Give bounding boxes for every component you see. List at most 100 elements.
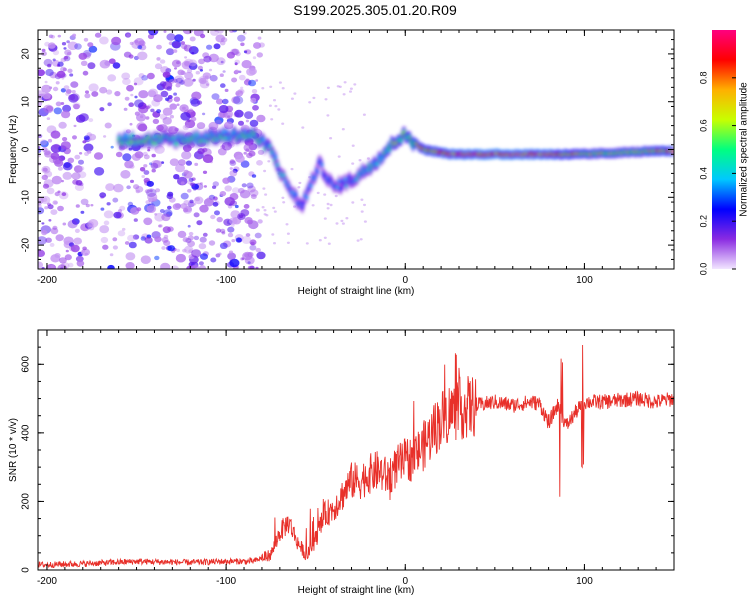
noise-speckle xyxy=(91,91,99,97)
noise-speckle xyxy=(136,122,147,131)
noise-speckle xyxy=(104,122,112,129)
noise-speckle xyxy=(150,162,159,170)
noise-speckle xyxy=(343,81,347,84)
noise-speckle xyxy=(166,33,176,41)
noise-speckle xyxy=(251,89,258,94)
noise-speckle xyxy=(78,159,84,165)
noise-speckle xyxy=(176,103,180,107)
noise-speckle xyxy=(184,61,190,66)
noise-speckle xyxy=(255,208,260,212)
noise-speckle xyxy=(85,90,89,94)
noise-speckle xyxy=(249,119,259,127)
noise-speckle xyxy=(215,119,222,126)
noise-speckle xyxy=(71,90,76,94)
noise-speckle xyxy=(65,91,70,96)
noise-speckle xyxy=(103,210,114,219)
noise-speckle xyxy=(138,90,149,99)
noise-speckle xyxy=(99,59,111,69)
noise-speckle xyxy=(177,230,187,238)
noise-speckle xyxy=(67,220,78,229)
noise-speckle xyxy=(190,182,196,187)
noise-speckle xyxy=(67,157,75,164)
noise-speckle xyxy=(237,187,245,194)
noise-speckle xyxy=(250,97,257,103)
noise-speckle xyxy=(63,85,70,90)
noise-speckle xyxy=(88,45,98,53)
noise-speckle xyxy=(341,222,345,225)
noise-speckle xyxy=(40,196,51,204)
noise-speckle xyxy=(52,58,56,62)
noise-speckle xyxy=(222,177,230,184)
noise-speckle xyxy=(134,99,144,108)
y-tick-label: 20 xyxy=(21,48,32,60)
noise-speckle xyxy=(49,242,55,247)
y-tick-label: 400 xyxy=(21,424,32,441)
noise-speckle xyxy=(86,150,92,154)
noise-speckle xyxy=(184,124,190,129)
noise-speckle xyxy=(67,262,74,268)
noise-speckle xyxy=(154,255,160,261)
noise-speckle xyxy=(156,44,162,50)
noise-speckle xyxy=(56,70,66,78)
noise-speckle xyxy=(115,151,123,158)
noise-speckle xyxy=(202,170,208,174)
noise-speckle xyxy=(61,192,67,197)
noise-speckle xyxy=(244,111,254,119)
noise-speckle xyxy=(193,188,197,191)
noise-speckle xyxy=(326,86,330,90)
noise-speckle xyxy=(338,85,342,89)
noise-speckle xyxy=(70,93,80,102)
noise-speckle xyxy=(38,249,45,257)
noise-speckle xyxy=(66,51,72,56)
noise-speckle xyxy=(57,34,61,38)
noise-speckle xyxy=(335,222,339,225)
noise-speckle xyxy=(146,188,157,197)
spectral-ridge xyxy=(116,125,674,214)
noise-speckle xyxy=(129,41,134,46)
noise-speckle xyxy=(124,160,134,169)
noise-speckle xyxy=(74,154,81,160)
noise-speckle xyxy=(215,253,221,258)
spectrogram-heatmap xyxy=(38,30,674,269)
colorbar-tick-label: 0.4 xyxy=(698,167,708,180)
noise-speckle xyxy=(130,93,134,97)
noise-speckle xyxy=(191,264,199,269)
noise-speckle xyxy=(165,97,170,101)
noise-speckle xyxy=(252,105,259,111)
spectrogram-xlabel: Height of straight line (km) xyxy=(298,286,415,297)
noise-speckle xyxy=(65,89,72,94)
noise-speckle xyxy=(254,232,262,239)
noise-speckle xyxy=(151,153,156,158)
noise-speckle xyxy=(144,189,150,194)
noise-speckle xyxy=(324,98,328,101)
noise-speckle xyxy=(146,180,154,187)
noise-speckle xyxy=(192,202,197,206)
noise-speckle xyxy=(183,169,189,175)
noise-speckle xyxy=(94,167,105,176)
noise-speckle xyxy=(57,190,61,194)
noise-speckle xyxy=(57,61,64,67)
noise-speckle xyxy=(203,198,214,207)
noise-speckle xyxy=(87,42,94,48)
noise-speckle xyxy=(235,237,242,243)
noise-speckle xyxy=(78,113,89,122)
noise-speckle xyxy=(191,51,195,55)
noise-speckle xyxy=(326,202,330,206)
noise-speckle xyxy=(169,103,177,110)
noise-speckle xyxy=(340,219,344,223)
noise-speckle xyxy=(366,157,370,160)
noise-speckle xyxy=(214,210,220,216)
noise-speckle xyxy=(149,189,153,193)
noise-speckle xyxy=(93,152,104,160)
noise-speckle xyxy=(121,72,131,80)
noise-speckle xyxy=(208,240,216,246)
noise-speckle xyxy=(323,236,327,239)
noise-speckle xyxy=(212,185,217,189)
noise-speckle xyxy=(244,49,252,55)
noise-speckle xyxy=(323,193,327,196)
noise-speckle xyxy=(129,122,133,126)
noise-speckle xyxy=(256,251,266,260)
noise-speckle xyxy=(234,69,240,74)
noise-speckle xyxy=(349,90,352,93)
noise-speckle xyxy=(255,266,259,269)
